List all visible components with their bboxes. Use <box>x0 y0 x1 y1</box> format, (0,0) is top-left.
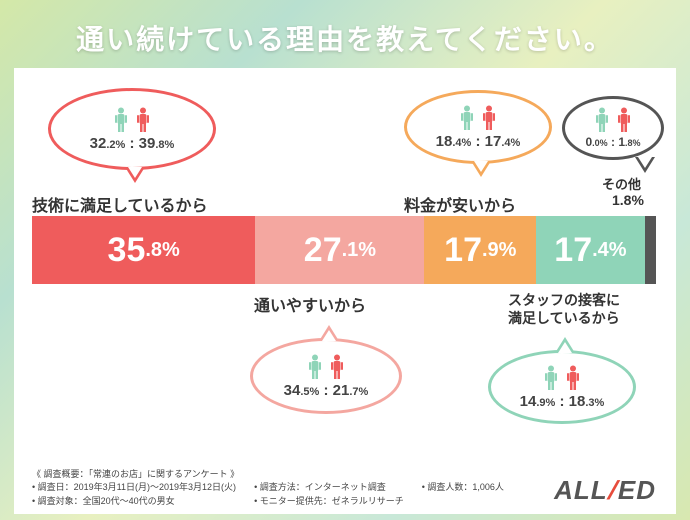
person-icon <box>544 365 558 391</box>
segment-label: その他 <box>602 174 641 193</box>
person-icon <box>460 105 474 131</box>
bar-segment: 35.8% <box>32 216 255 284</box>
person-icon <box>482 105 496 131</box>
logo-part2: ED <box>618 475 656 506</box>
footer-line: • モニター提供先：ゼネラルリサーチ <box>254 495 404 509</box>
person-icon <box>595 107 609 133</box>
segment-label: 通いやすいから <box>254 292 366 316</box>
footer-title: 《 調査概要：「常連のお店」に関するアンケート 》 <box>32 468 504 482</box>
footer-line: • 調査日：2019年3月11日(月)～2019年3月12日(火) <box>32 481 236 495</box>
person-icon <box>330 354 344 380</box>
bar-segment: 27.1% <box>255 216 424 284</box>
bubble-tail <box>555 337 575 353</box>
gender-stats-bubble: 34.5% : 21.7% <box>250 338 402 414</box>
footer-column: • 調査日：2019年3月11日(月)～2019年3月12日(火)• 調査対象：… <box>32 481 236 508</box>
bar-segment: 17.9% <box>424 216 536 284</box>
bubble-tail <box>125 167 145 183</box>
bar-segment: 17.4% <box>536 216 645 284</box>
person-icon <box>308 354 322 380</box>
bar-segment <box>645 216 656 284</box>
allied-logo: ALL / ED <box>554 475 656 506</box>
person-icon <box>566 365 580 391</box>
gender-stats-bubble: 0.0% : 1.8% <box>562 96 664 160</box>
segment-label: 1.8% <box>612 192 644 208</box>
gender-stats-bubble: 32.2% : 39.8% <box>48 88 216 170</box>
segment-label: 技術に満足しているから <box>32 192 208 216</box>
gender-stats-bubble: 18.4% : 17.4% <box>404 90 552 164</box>
logo-part1: ALL <box>554 475 608 506</box>
gender-stats-bubble: 14.9% : 18.3% <box>488 350 636 424</box>
segment-label: 料金が安いから <box>404 192 516 216</box>
bubble-tail <box>471 161 491 177</box>
person-icon <box>136 107 150 133</box>
stacked-bar-chart: 35.8%27.1%17.9%17.4% <box>32 216 656 284</box>
chart-panel: 32.2% : 39.8% 34.5% : 21.7% <box>14 68 676 514</box>
footer-column: • 調査人数：1,006人 <box>422 481 504 508</box>
segment-label: スタッフの接客に <box>508 290 620 310</box>
page-title: 通い続けている理由を教えてください。 <box>0 0 690 68</box>
survey-footer: 《 調査概要：「常連のお店」に関するアンケート 》 • 調査日：2019年3月1… <box>32 468 504 509</box>
footer-line: • 調査方法：インターネット調査 <box>254 481 404 495</box>
footer-line: • 調査人数：1,006人 <box>422 481 504 495</box>
person-icon <box>617 107 631 133</box>
person-icon <box>114 107 128 133</box>
footer-line: • 調査対象：全国20代～40代の男女 <box>32 495 236 509</box>
bubble-tail <box>319 325 339 341</box>
bubble-tail <box>635 157 655 173</box>
segment-label: 満足しているから <box>508 308 620 328</box>
footer-column: • 調査方法：インターネット調査• モニター提供先：ゼネラルリサーチ <box>254 481 404 508</box>
